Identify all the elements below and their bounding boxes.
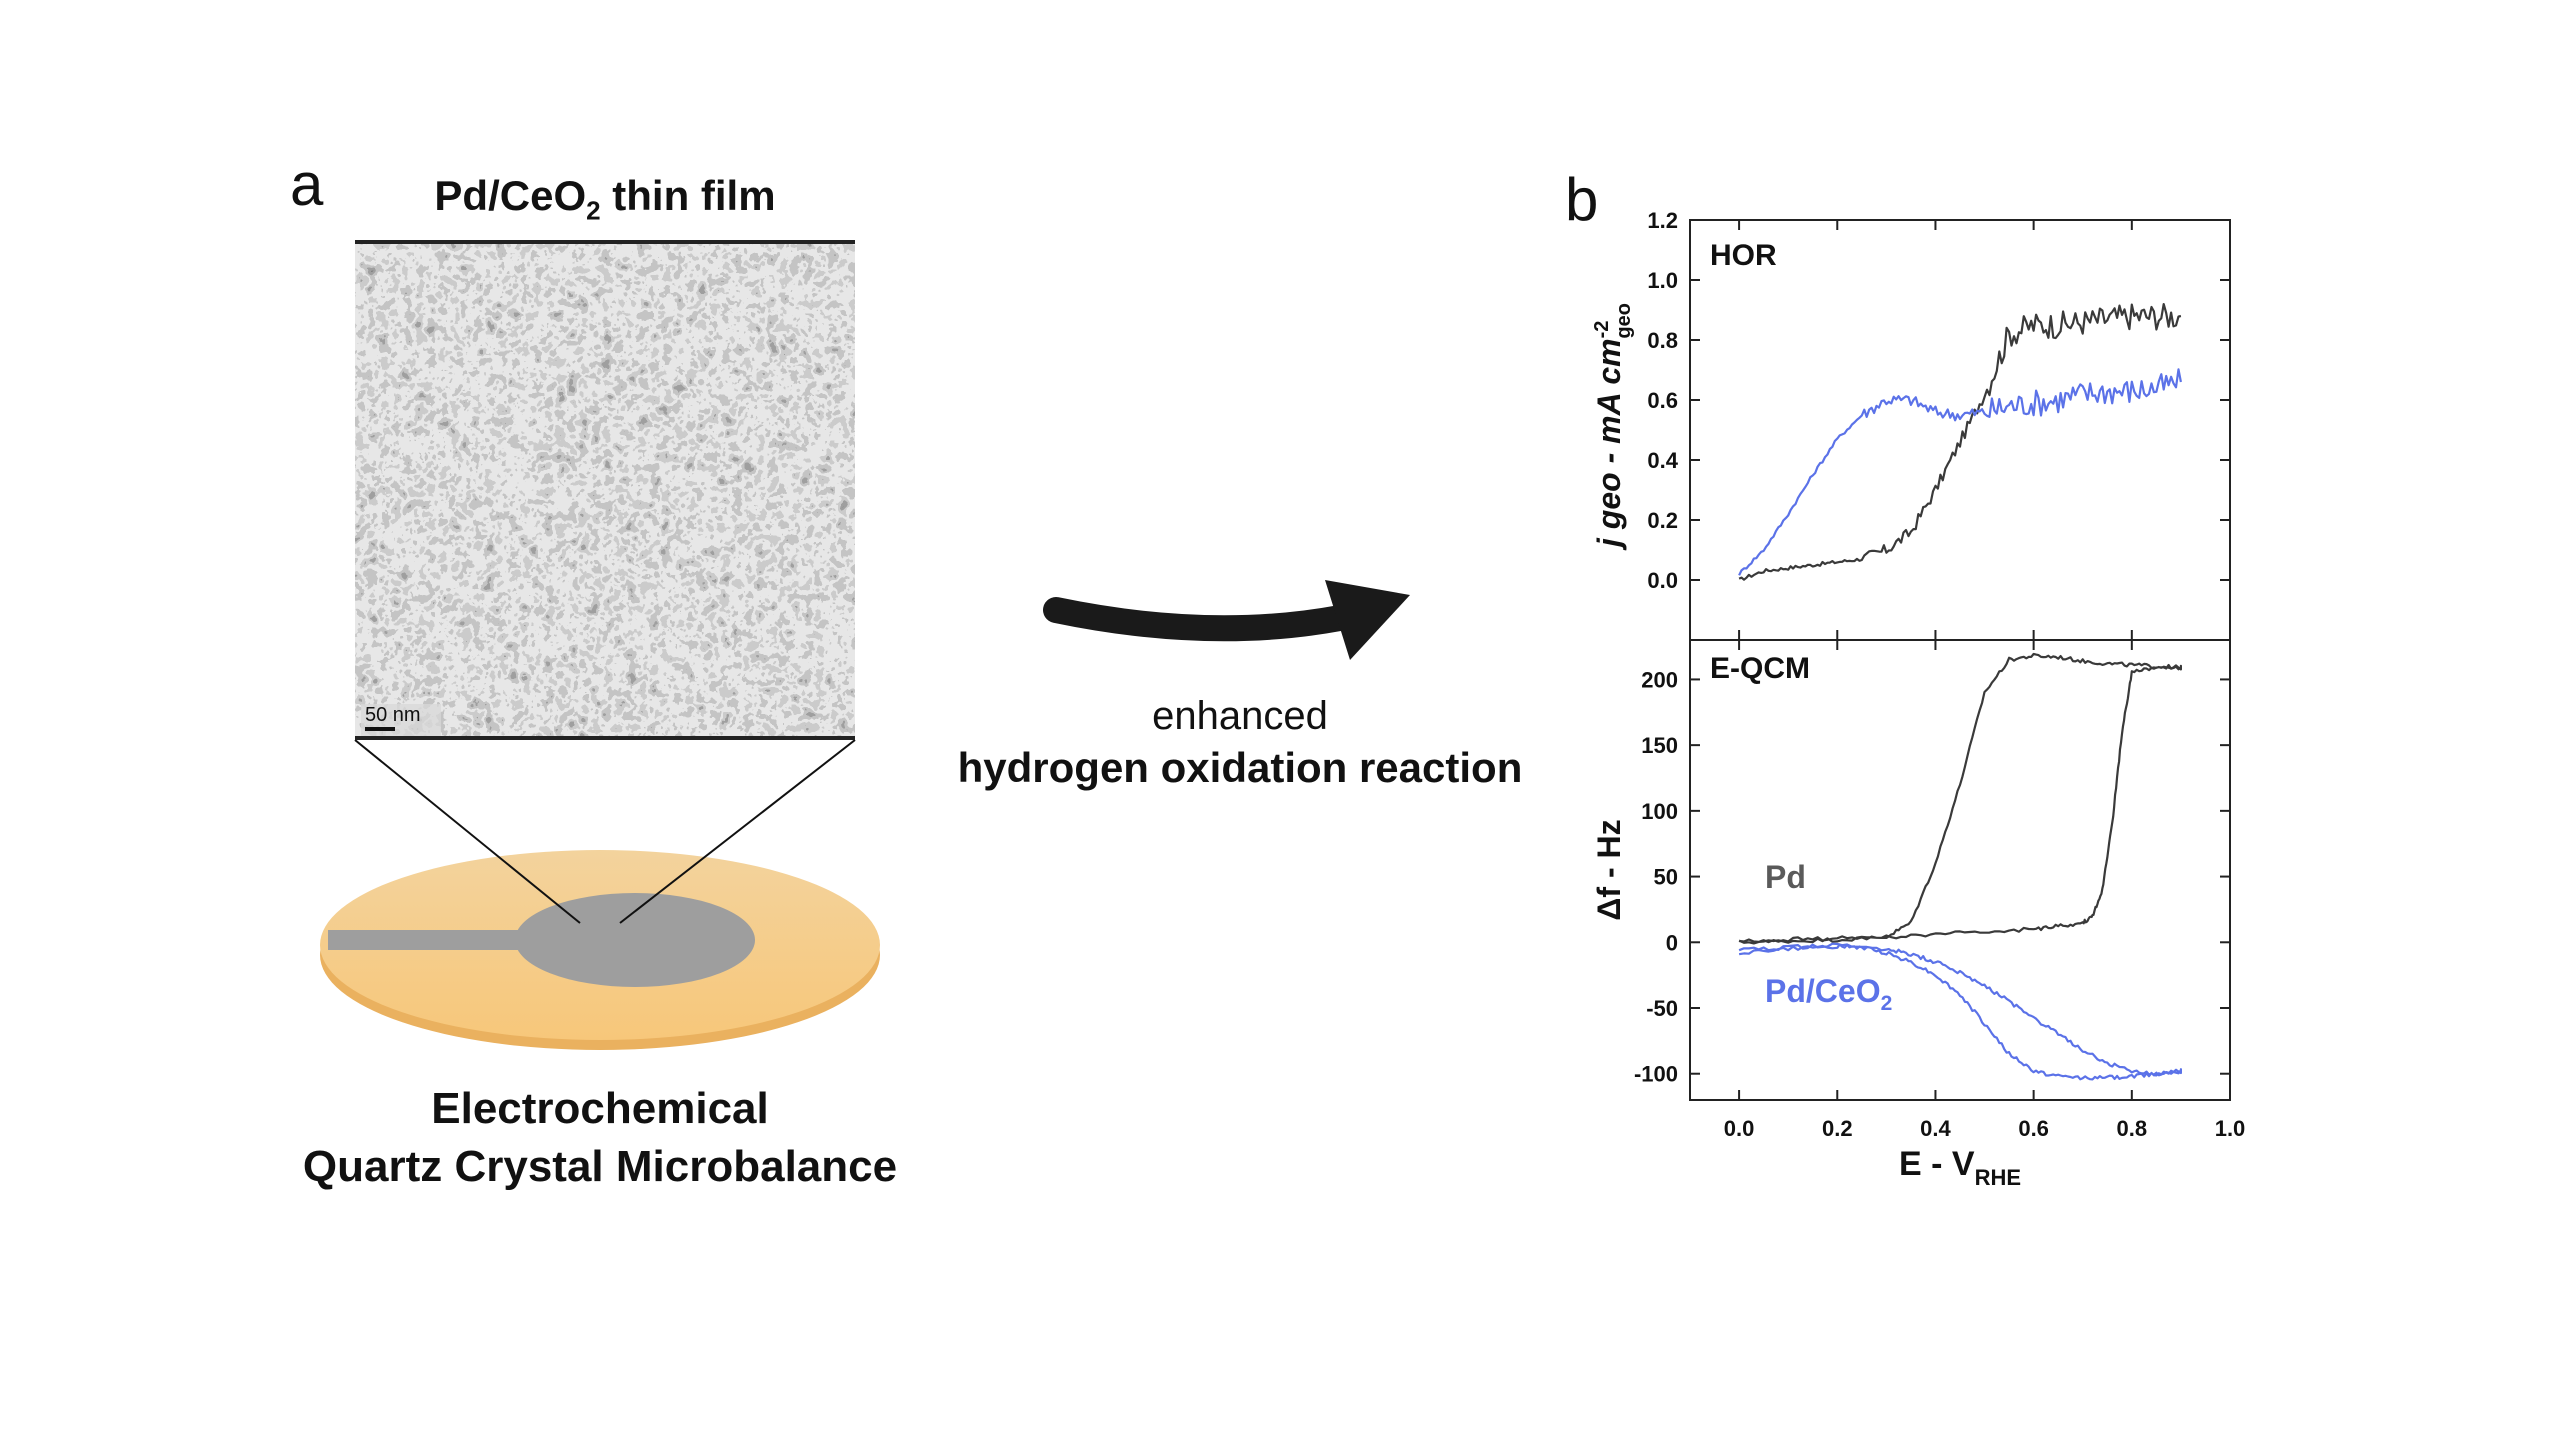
eqcm-panel-label: E-QCM [1710, 652, 1810, 685]
film-title-tail: thin film [600, 172, 776, 219]
hor-ylabel-sup: -2 [1591, 321, 1613, 339]
hor-series-pd-ceo2 [1738, 368, 2182, 576]
chart-panel-b: HOR E-QCM j geo - mA cm-2geo Δf - Hz E -… [1591, 208, 2245, 1190]
hor-series-pd [1738, 302, 2182, 581]
eqcm-ytick-label: 150 [1641, 733, 1678, 758]
panel-a-label: a [290, 151, 324, 218]
xtick-label: 0.8 [2117, 1116, 2148, 1141]
scale-bar [365, 727, 395, 731]
eqcm-ytick-label: 0 [1666, 930, 1678, 955]
curved-arrow [1043, 580, 1410, 660]
hor-ylabel-sub: geo [1613, 303, 1635, 339]
hor-ytick-label: 1.2 [1647, 208, 1678, 233]
eqcm-ytick-label: -100 [1634, 1062, 1678, 1087]
qcm-caption: Electrochemical Quartz Crystal Microbala… [240, 1080, 960, 1196]
ticks-layer: 0.0 0.2 0.4 0.6 0.8 1.0 1.2 -100 -50 0 50 100 150 200… [1634, 208, 2245, 1141]
xtick-label: 0.6 [2018, 1116, 2049, 1141]
film-title: Pd/CeO2 thin film [355, 172, 855, 226]
xlabel-sub: RHE [1975, 1165, 2021, 1190]
eqcm-series-pd-ceo2 [1738, 942, 2183, 1081]
hor-ytick-label: 0.8 [1647, 328, 1678, 353]
panel-b-label: b [1565, 166, 1599, 233]
electrode-lead [328, 930, 528, 950]
eqcm-series-pd [1738, 652, 2183, 945]
scale-bar-label: 50 nm [365, 704, 421, 726]
legend-pd-ceo2: Pd/CeO2 [1765, 973, 1892, 1015]
eqcm-ylabel: Δf - Hz [1591, 819, 1627, 920]
eqcm-ytick-label: 100 [1641, 799, 1678, 824]
xtick-label: 0.0 [1724, 1116, 1755, 1141]
eqcm-ytick-label: 200 [1641, 667, 1678, 692]
arrow-shaft [1043, 597, 1353, 642]
hor-ytick-label: 0.4 [1647, 448, 1678, 473]
xlabel-main: E - V [1899, 1145, 1975, 1183]
chart-frame [1689, 219, 2231, 1101]
qcm-illustration [320, 740, 880, 1050]
arrow-caption-line1: enhanced [1152, 694, 1328, 738]
legend-pd-ceo2-main: Pd/CeO [1765, 973, 1881, 1009]
hor-ytick-label: 1.0 [1647, 268, 1678, 293]
qcm-caption-line2: Quartz Crystal Microbalance [302, 1142, 898, 1191]
film-title-main: Pd/CeO [434, 172, 587, 219]
hor-ytick-label: 0.2 [1647, 508, 1678, 533]
hor-ylabel-main: j geo - mA cm [1591, 338, 1627, 551]
hor-ytick-label: 0.0 [1647, 568, 1678, 593]
legend-pd: Pd [1765, 859, 1806, 895]
hor-ytick-label: 0.6 [1647, 388, 1678, 413]
electrode-pad [515, 893, 755, 987]
xtick-label: 0.2 [1822, 1116, 1853, 1141]
zoom-line-right [619, 740, 856, 924]
eqcm-ytick-label: -50 [1646, 996, 1678, 1021]
hor-ylabel: j geo - mA cm-2geo [1591, 303, 1635, 551]
series-layer [1738, 302, 2183, 1081]
hor-panel-label: HOR [1710, 239, 1777, 272]
xlabel: E - VRHE [1899, 1145, 2021, 1190]
xtick-label: 1.0 [2215, 1116, 2246, 1141]
eqcm-ytick-label: 50 [1654, 865, 1678, 890]
xtick-label: 0.4 [1920, 1116, 1951, 1141]
zoom-line-left [354, 740, 581, 924]
legend-pd-ceo2-sub: 2 [1881, 992, 1893, 1015]
arrow-caption: enhanced hydrogen oxidation reaction [930, 690, 1550, 794]
tem-micrograph: 50 nm [355, 240, 855, 740]
arrow-caption-line2: hydrogen oxidation reaction [957, 744, 1523, 791]
film-title-subscript: 2 [586, 195, 601, 226]
qcm-caption-line1: Electrochemical [431, 1084, 769, 1133]
arrow-head [1325, 580, 1410, 660]
